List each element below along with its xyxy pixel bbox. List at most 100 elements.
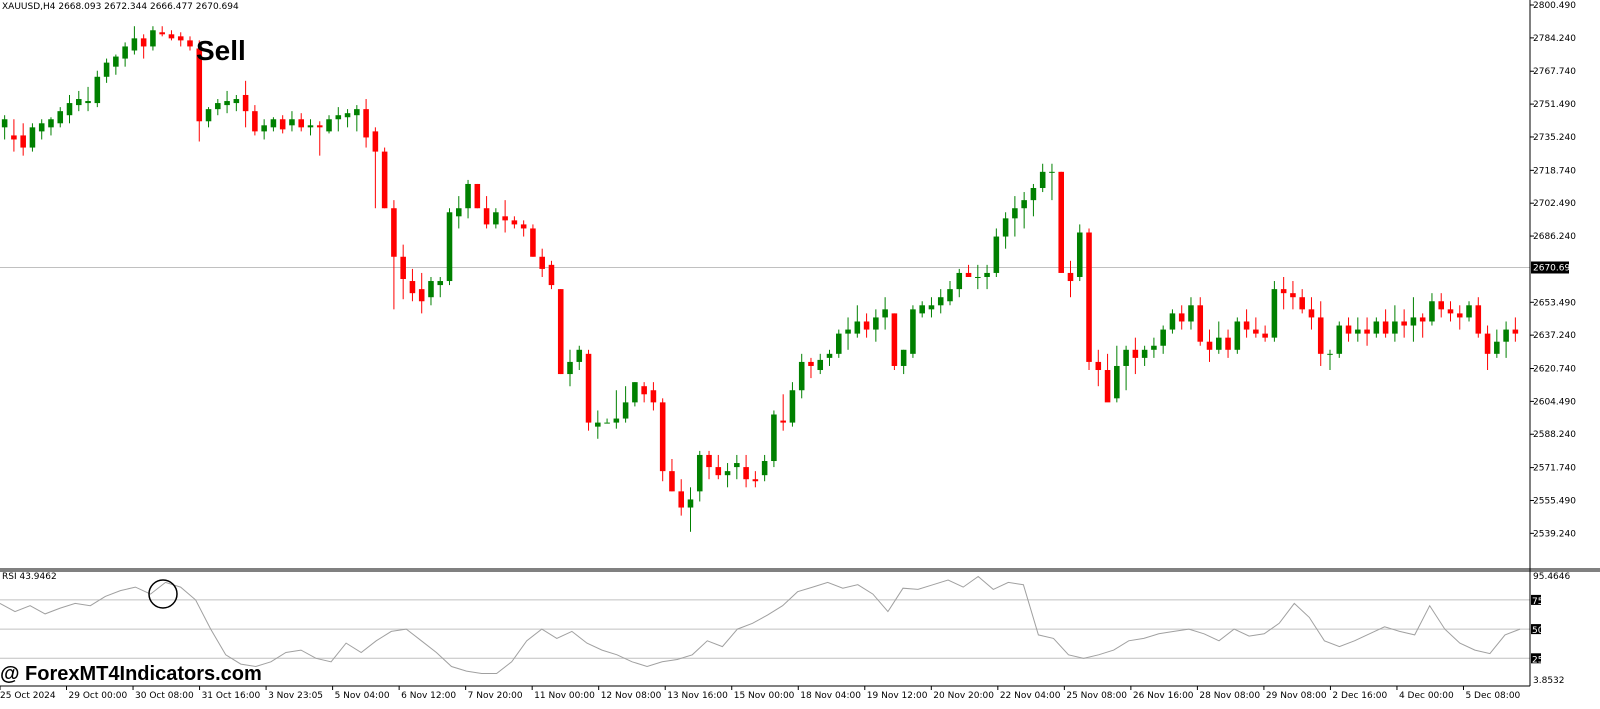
candle-body <box>854 321 861 334</box>
candle <box>1419 313 1426 338</box>
candle-body <box>632 382 638 403</box>
candle <box>391 200 397 310</box>
candle <box>1299 289 1305 314</box>
price-pane[interactable]: 2800.490 2784.240 2767.740 2751.490 2735.240… <box>0 1 1576 539</box>
candle <box>1290 281 1296 310</box>
candle-body <box>391 208 397 257</box>
candle-body <box>252 111 258 132</box>
price-tick-label: 2686.240 <box>1533 232 1576 242</box>
candle-body <box>131 38 138 51</box>
candle-body <box>1475 305 1482 334</box>
candle-body <box>261 125 267 132</box>
candle-body <box>1123 349 1129 366</box>
current-price-tag-bg <box>1531 261 1569 274</box>
candle <box>493 208 499 229</box>
rsi-pane[interactable]: RSI 43.9462 95.4646 75 50 25 3.8532 <box>0 572 1570 686</box>
candle-body <box>344 113 351 118</box>
candle-body <box>743 467 749 480</box>
candle-body <box>363 109 369 138</box>
candle <box>595 410 601 439</box>
candle <box>882 297 888 330</box>
candle-body <box>205 109 212 122</box>
candle <box>270 117 277 132</box>
candle-body <box>984 272 990 277</box>
candle <box>103 58 110 83</box>
candle-body <box>1466 305 1472 318</box>
candle <box>122 42 128 67</box>
candle <box>215 99 221 116</box>
candle <box>965 264 972 277</box>
candle <box>48 117 54 136</box>
candle <box>196 40 203 142</box>
candle <box>956 268 963 298</box>
candle <box>1484 325 1491 371</box>
candle <box>1123 345 1129 391</box>
candle-body <box>1429 301 1435 322</box>
candle <box>993 228 1000 277</box>
symbol-header: XAUUSD,H4 2668.093 2672.344 2666.477 267… <box>2 2 239 12</box>
candle <box>261 119 267 140</box>
candle-body <box>159 32 165 35</box>
time-tick-label: 7 Nov 20:00 <box>468 691 523 701</box>
price-axis: 2800.490 2784.240 2767.740 2751.490 2735.240… <box>1530 1 1576 539</box>
candle <box>632 382 638 407</box>
candle-body <box>428 281 434 298</box>
candle <box>1364 317 1370 346</box>
candle-body <box>863 321 870 330</box>
candle <box>557 289 564 375</box>
candle-body <box>1206 341 1213 350</box>
candle <box>1336 321 1343 358</box>
candle <box>1410 297 1417 342</box>
candle <box>1049 163 1055 201</box>
candle <box>548 260 555 290</box>
candle-body <box>595 422 601 427</box>
candle-body <box>613 418 620 423</box>
candle <box>984 264 990 290</box>
candle <box>1345 317 1352 342</box>
candle <box>659 398 666 482</box>
candle-body <box>1327 353 1333 355</box>
candle-body <box>418 289 425 302</box>
price-tick-label: 2751.490 <box>1533 100 1576 110</box>
time-tick-label: 22 Nov 04:00 <box>1000 691 1061 701</box>
sell-label: Sell <box>196 35 246 66</box>
candle-body <box>678 491 684 508</box>
candle-body <box>798 361 805 391</box>
candle-body <box>1141 349 1148 358</box>
candle <box>919 301 925 318</box>
candle-body <box>687 499 694 508</box>
candle-body <box>641 386 647 395</box>
candle-body <box>1364 329 1370 334</box>
candle <box>113 54 119 75</box>
candle <box>381 147 388 209</box>
candle <box>604 418 610 424</box>
candle <box>539 248 545 277</box>
current-price-tag: 2670.694 <box>1533 263 1576 273</box>
candle <box>20 123 26 156</box>
candle-body <box>956 272 963 290</box>
candle-body <box>576 349 583 362</box>
candle <box>502 200 508 233</box>
candle <box>771 410 777 468</box>
candle <box>1466 301 1472 322</box>
candle <box>316 121 323 156</box>
candle-body <box>1456 313 1463 318</box>
candle-body <box>882 309 888 318</box>
candle <box>1253 317 1259 338</box>
time-tick-label: 12 Nov 08:00 <box>601 691 662 701</box>
candle-body <box>326 119 332 132</box>
candle-body <box>140 38 147 47</box>
candle <box>1447 301 1454 322</box>
candle <box>29 123 36 152</box>
candle <box>1067 260 1074 298</box>
candle-body <box>215 103 221 110</box>
candle <box>1160 325 1166 354</box>
candle <box>761 454 768 482</box>
candle-body <box>928 305 935 310</box>
candle-body <box>307 125 314 128</box>
candle <box>1494 329 1500 358</box>
candle <box>344 109 351 128</box>
candle-body <box>734 463 740 468</box>
candle <box>817 353 824 375</box>
